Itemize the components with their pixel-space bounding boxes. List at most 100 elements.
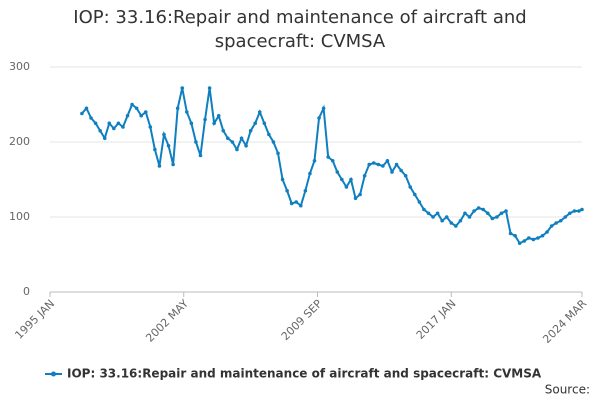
data-point <box>280 177 285 182</box>
data-point <box>139 113 143 118</box>
data-point <box>308 171 312 176</box>
data-point <box>230 140 235 144</box>
data-point <box>536 236 540 240</box>
data-point <box>527 236 531 240</box>
data-point <box>239 136 244 141</box>
data-point <box>171 162 175 167</box>
data-point <box>189 121 194 126</box>
data-point <box>495 215 499 219</box>
x-tick-label: 2002 MAY <box>143 297 191 345</box>
data-point <box>326 155 330 159</box>
data-point <box>572 209 577 213</box>
data-point <box>294 200 299 204</box>
data-point <box>422 207 426 212</box>
data-point <box>125 113 130 118</box>
data-point <box>522 239 527 243</box>
data-point <box>303 188 308 193</box>
data-point <box>403 173 408 178</box>
data-point <box>444 215 449 219</box>
x-tick-label: 1995 JAN <box>12 297 57 342</box>
data-point <box>540 233 545 238</box>
data-point <box>89 116 93 120</box>
data-point <box>116 121 121 126</box>
data-point <box>84 106 89 111</box>
data-point <box>276 151 280 156</box>
data-point <box>367 162 372 167</box>
data-point <box>463 211 467 216</box>
data-point <box>80 111 84 116</box>
data-point <box>485 211 490 216</box>
data-point <box>93 121 98 126</box>
data-point <box>381 164 385 168</box>
x-tick-label: 2017 JAN <box>414 297 459 342</box>
data-point <box>330 158 335 163</box>
data-point <box>508 231 513 236</box>
chart-title: IOP: 33.16:Repair and maintenance of air… <box>73 7 527 52</box>
data-line <box>81 87 583 245</box>
data-point <box>513 233 517 238</box>
data-point <box>385 158 390 163</box>
data-point <box>340 177 344 182</box>
legend-label: IOP: 33.16:Repair and maintenance of air… <box>67 367 542 381</box>
data-point <box>107 121 112 126</box>
data-point <box>221 128 226 133</box>
data-point <box>431 215 435 219</box>
data-point <box>235 147 239 152</box>
data-point <box>563 215 568 219</box>
data-point <box>545 230 549 234</box>
data-point <box>98 128 102 133</box>
data-point <box>435 211 440 216</box>
data-point <box>394 162 399 167</box>
data-point <box>212 121 216 126</box>
data-point <box>299 203 303 208</box>
data-point <box>317 116 321 120</box>
source: Source: <box>545 383 590 397</box>
y-tick-label: 0 <box>23 285 30 298</box>
data-point <box>344 185 349 189</box>
data-point <box>112 126 116 131</box>
data-point <box>226 136 230 141</box>
legend-marker <box>51 371 56 377</box>
x-tick-label: 2024 MAR <box>540 297 589 346</box>
data-point <box>198 153 203 158</box>
data-point <box>262 121 267 126</box>
data-point <box>408 185 413 189</box>
data-point <box>413 192 417 197</box>
data-point <box>476 206 481 210</box>
data-point <box>376 162 381 167</box>
data-point <box>148 125 153 129</box>
data-point <box>257 110 262 114</box>
data-point <box>216 113 221 118</box>
data-point <box>577 209 581 213</box>
data-point <box>399 168 403 173</box>
data-point <box>362 173 367 178</box>
data-point <box>253 121 257 126</box>
data-point <box>467 215 472 219</box>
data-point <box>335 170 340 174</box>
data-point <box>531 237 536 242</box>
data-point <box>580 207 584 212</box>
data-point <box>102 136 107 141</box>
data-point <box>248 128 253 133</box>
data-point <box>244 143 248 148</box>
data-point <box>558 218 563 223</box>
data-point <box>440 218 444 223</box>
data-point <box>321 106 326 111</box>
data-point <box>554 221 558 225</box>
data-point <box>175 106 180 111</box>
data-point <box>130 102 134 107</box>
data-point <box>358 192 362 197</box>
data-point <box>271 140 276 144</box>
data-point <box>504 209 508 213</box>
data-point <box>490 216 495 221</box>
data-point <box>134 106 139 111</box>
data-point <box>185 110 189 114</box>
data-point <box>353 196 358 201</box>
data-point <box>285 188 289 193</box>
data-point <box>349 177 353 182</box>
data-point <box>426 211 431 216</box>
data-point <box>312 158 317 163</box>
data-point <box>180 86 185 90</box>
